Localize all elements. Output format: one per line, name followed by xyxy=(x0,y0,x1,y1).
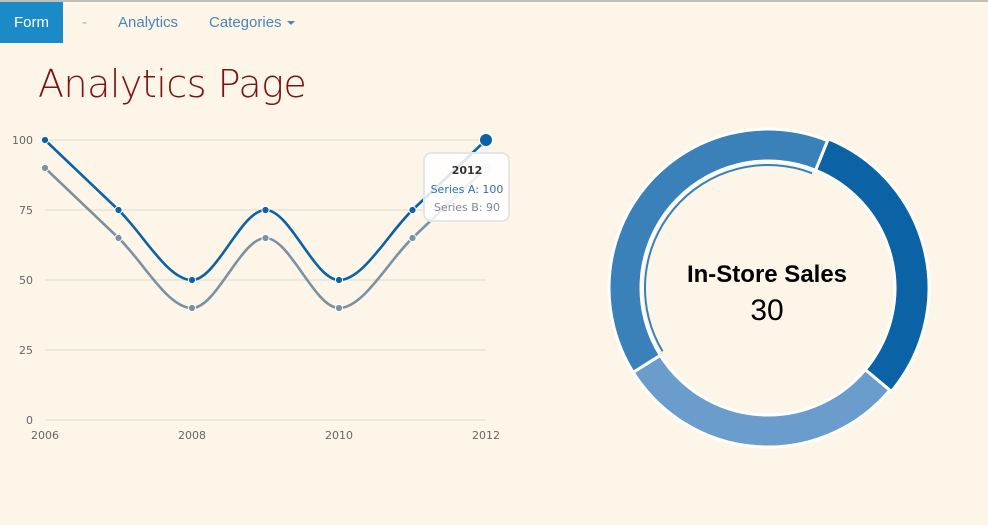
series-point[interactable] xyxy=(40,163,50,173)
page-title: Analytics Page xyxy=(38,62,307,106)
tooltip-series-b: Series B: 90 xyxy=(434,201,500,214)
x-tick-label: 2010 xyxy=(325,429,353,442)
series-point[interactable] xyxy=(479,133,493,147)
x-tick-label: 2008 xyxy=(178,429,206,442)
tooltip-box xyxy=(423,152,510,222)
y-tick-label: 50 xyxy=(19,274,33,287)
donut-center-value: 30 xyxy=(750,294,783,327)
series-point[interactable] xyxy=(334,275,344,285)
nav-categories-dropdown[interactable]: Categories xyxy=(209,2,295,43)
y-tick-label: 75 xyxy=(19,204,33,217)
y-tick-label: 25 xyxy=(19,344,33,357)
series-point[interactable] xyxy=(261,205,270,215)
series-point[interactable] xyxy=(408,205,417,215)
tooltip-series-a: Series A: 100 xyxy=(431,183,504,196)
donut-slice-highlight-ring xyxy=(644,164,813,352)
donut-slice-2[interactable] xyxy=(607,127,830,375)
x-tick-label: 2012 xyxy=(472,429,500,442)
y-tick-label: 100 xyxy=(12,134,33,147)
caret-down-icon xyxy=(286,21,295,26)
donut-slice-1[interactable] xyxy=(631,353,892,449)
donut-center-label: In-Store Sales xyxy=(687,261,847,288)
nav-separator: - xyxy=(82,14,87,31)
tooltip-title: 2012 xyxy=(452,164,483,177)
line-chart-grid xyxy=(45,139,486,421)
line-chart-x-axis: 2006 2008 2010 2012 xyxy=(31,429,500,442)
top-border xyxy=(0,0,988,2)
series-point[interactable] xyxy=(408,233,417,243)
series-point[interactable] xyxy=(261,233,270,243)
series-point[interactable] xyxy=(187,303,197,313)
series-point[interactable] xyxy=(114,205,123,215)
line-chart-tooltip: 2012 Series A: 100 Series B: 90 xyxy=(423,152,510,222)
nav-form[interactable]: Form xyxy=(0,2,63,43)
x-tick-label: 2006 xyxy=(31,429,59,442)
navbar: Form - Analytics Categories xyxy=(0,2,988,43)
nav-categories-label: Categories xyxy=(209,14,282,31)
nav-analytics[interactable]: Analytics xyxy=(118,14,179,31)
series-point[interactable] xyxy=(40,135,50,145)
y-tick-label: 0 xyxy=(26,414,33,427)
donut-chart: In-Store Sales 30 xyxy=(607,127,931,449)
line-chart-series xyxy=(44,139,487,310)
series-point[interactable] xyxy=(187,275,197,285)
donut-slice-0[interactable] xyxy=(813,136,931,394)
series-point[interactable] xyxy=(334,303,344,313)
series-point[interactable] xyxy=(114,233,123,243)
line-chart-y-axis: 0 25 50 75 100 xyxy=(12,134,33,427)
